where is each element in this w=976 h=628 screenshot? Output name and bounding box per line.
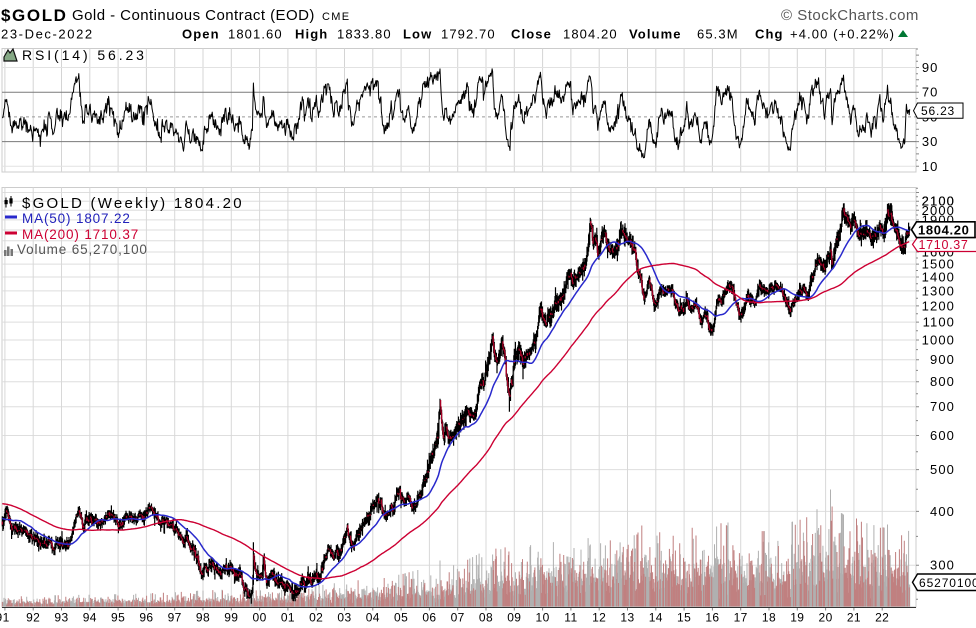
svg-text:11: 11 — [564, 611, 577, 625]
svg-text:Chg: Chg — [755, 27, 784, 42]
svg-text:$GOLD: $GOLD — [1, 6, 68, 25]
svg-text:65270100: 65270100 — [919, 576, 976, 590]
svg-text:92: 92 — [26, 611, 40, 625]
svg-text:10: 10 — [922, 159, 939, 174]
svg-text:93: 93 — [54, 611, 68, 625]
svg-text:1804.20: 1804.20 — [563, 27, 618, 42]
svg-text:95: 95 — [111, 611, 125, 625]
svg-text:94: 94 — [83, 611, 97, 625]
svg-text:00: 00 — [253, 611, 267, 625]
svg-text:1801.60: 1801.60 — [228, 27, 283, 42]
svg-text:14: 14 — [649, 611, 663, 625]
svg-text:$GOLD (Weekly) 1804.20: $GOLD (Weekly) 1804.20 — [22, 195, 244, 212]
svg-text:22: 22 — [875, 611, 889, 625]
svg-text:1100: 1100 — [923, 315, 955, 330]
svg-text:70: 70 — [922, 85, 939, 100]
svg-text:MA(50) 1807.22: MA(50) 1807.22 — [22, 211, 131, 226]
svg-text:Gold - Continuous Contract (EO: Gold - Continuous Contract (EOD) — [72, 7, 315, 24]
svg-text:01: 01 — [281, 611, 295, 625]
svg-text:2000: 2000 — [922, 203, 955, 218]
svg-text:09: 09 — [507, 611, 521, 625]
svg-text:Low: Low — [403, 27, 432, 42]
svg-text:05: 05 — [394, 611, 408, 625]
svg-text:900: 900 — [930, 352, 955, 367]
svg-text:13: 13 — [620, 611, 634, 625]
svg-text:1804.20: 1804.20 — [918, 222, 970, 237]
svg-text:1710.37: 1710.37 — [919, 238, 969, 252]
svg-text:19: 19 — [790, 611, 804, 625]
svg-text:16: 16 — [705, 611, 719, 625]
svg-text:20: 20 — [819, 611, 833, 625]
svg-text:04: 04 — [366, 611, 380, 625]
svg-text:08: 08 — [479, 611, 493, 625]
svg-text:98: 98 — [196, 611, 210, 625]
svg-text:1300: 1300 — [922, 283, 955, 298]
svg-text:17: 17 — [734, 611, 748, 625]
svg-text:RSI(14) 56.23: RSI(14) 56.23 — [22, 47, 147, 63]
svg-text:91: 91 — [0, 611, 10, 625]
svg-text:97: 97 — [168, 611, 182, 625]
svg-text:Open: Open — [182, 27, 220, 42]
svg-text:400: 400 — [930, 504, 955, 519]
svg-text:1400: 1400 — [922, 270, 955, 285]
svg-text:+4.00 (+0.22%): +4.00 (+0.22%) — [790, 27, 895, 42]
svg-text:MA(200) 1710.37: MA(200) 1710.37 — [22, 227, 139, 242]
svg-text:10: 10 — [536, 611, 550, 625]
svg-text:18: 18 — [762, 611, 776, 625]
svg-text:21: 21 — [847, 611, 861, 625]
svg-text:1833.80: 1833.80 — [337, 27, 392, 42]
svg-text:90: 90 — [922, 60, 939, 75]
svg-text:High: High — [295, 27, 328, 42]
svg-text:1500: 1500 — [922, 257, 955, 272]
svg-text:1000: 1000 — [922, 333, 955, 348]
svg-text:© StockCharts.com: © StockCharts.com — [781, 7, 919, 24]
svg-text:700: 700 — [930, 399, 955, 414]
svg-text:1200: 1200 — [922, 298, 955, 313]
svg-text:15: 15 — [677, 611, 691, 625]
svg-text:Volume 65,270,100: Volume 65,270,100 — [17, 242, 148, 257]
svg-text:96: 96 — [139, 611, 153, 625]
svg-text:2100: 2100 — [922, 194, 955, 209]
svg-text:Volume: Volume — [629, 27, 682, 42]
svg-text:65.3M: 65.3M — [697, 27, 739, 42]
svg-text:600: 600 — [930, 428, 955, 443]
svg-text:02: 02 — [309, 611, 323, 625]
svg-text:300: 300 — [930, 558, 955, 573]
svg-text:Close: Close — [511, 27, 552, 42]
svg-text:03: 03 — [337, 611, 351, 625]
svg-text:2100: 2100 — [922, 194, 955, 209]
svg-text:500: 500 — [930, 462, 955, 477]
svg-text:06: 06 — [422, 611, 436, 625]
svg-text:99: 99 — [224, 611, 238, 625]
svg-text:07: 07 — [451, 611, 465, 625]
svg-text:23-Dec-2022: 23-Dec-2022 — [1, 27, 94, 42]
svg-text:30: 30 — [922, 134, 939, 149]
svg-text:CME: CME — [322, 11, 350, 23]
svg-text:12: 12 — [592, 611, 606, 625]
svg-text:800: 800 — [930, 374, 955, 389]
svg-text:1792.70: 1792.70 — [441, 27, 496, 42]
svg-text:56.23: 56.23 — [921, 104, 955, 118]
